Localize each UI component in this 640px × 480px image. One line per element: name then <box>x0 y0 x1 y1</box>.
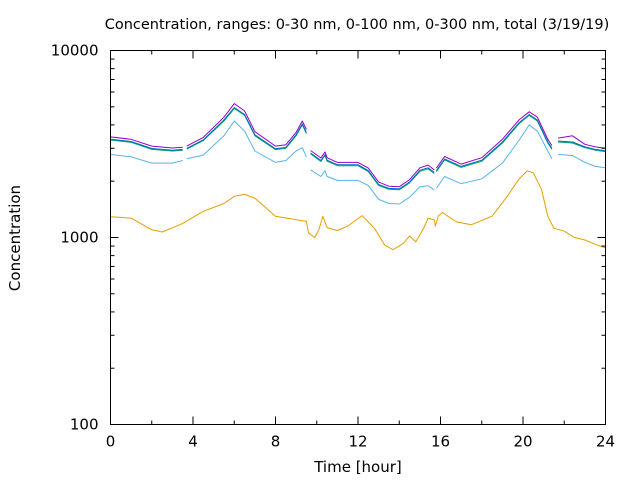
x-tick-label: 4 <box>188 433 198 451</box>
y-tick-label: 100 <box>70 416 99 434</box>
series-line-2 <box>110 120 606 205</box>
series-line-5 <box>110 103 606 188</box>
series-layer <box>110 103 606 251</box>
series-line-1 <box>110 170 606 251</box>
plot-frame <box>110 50 606 425</box>
x-tick-label: 16 <box>431 433 450 451</box>
y-tick-label: 1000 <box>60 229 98 247</box>
x-tick-label: 24 <box>596 433 615 451</box>
x-axis-label: Time [hour] <box>313 458 402 476</box>
y-tick-label: 10000 <box>51 42 99 60</box>
series-line-4 <box>110 107 606 190</box>
x-tick-label: 20 <box>513 433 532 451</box>
x-tick-label: 12 <box>348 433 367 451</box>
y-axis-label: Concentration <box>6 185 24 291</box>
x-tick-label: 8 <box>271 433 281 451</box>
series-line-3 <box>110 107 606 191</box>
chart-title: Concentration, ranges: 0-30 nm, 0-100 nm… <box>105 17 610 33</box>
x-tick-label: 0 <box>106 433 116 451</box>
